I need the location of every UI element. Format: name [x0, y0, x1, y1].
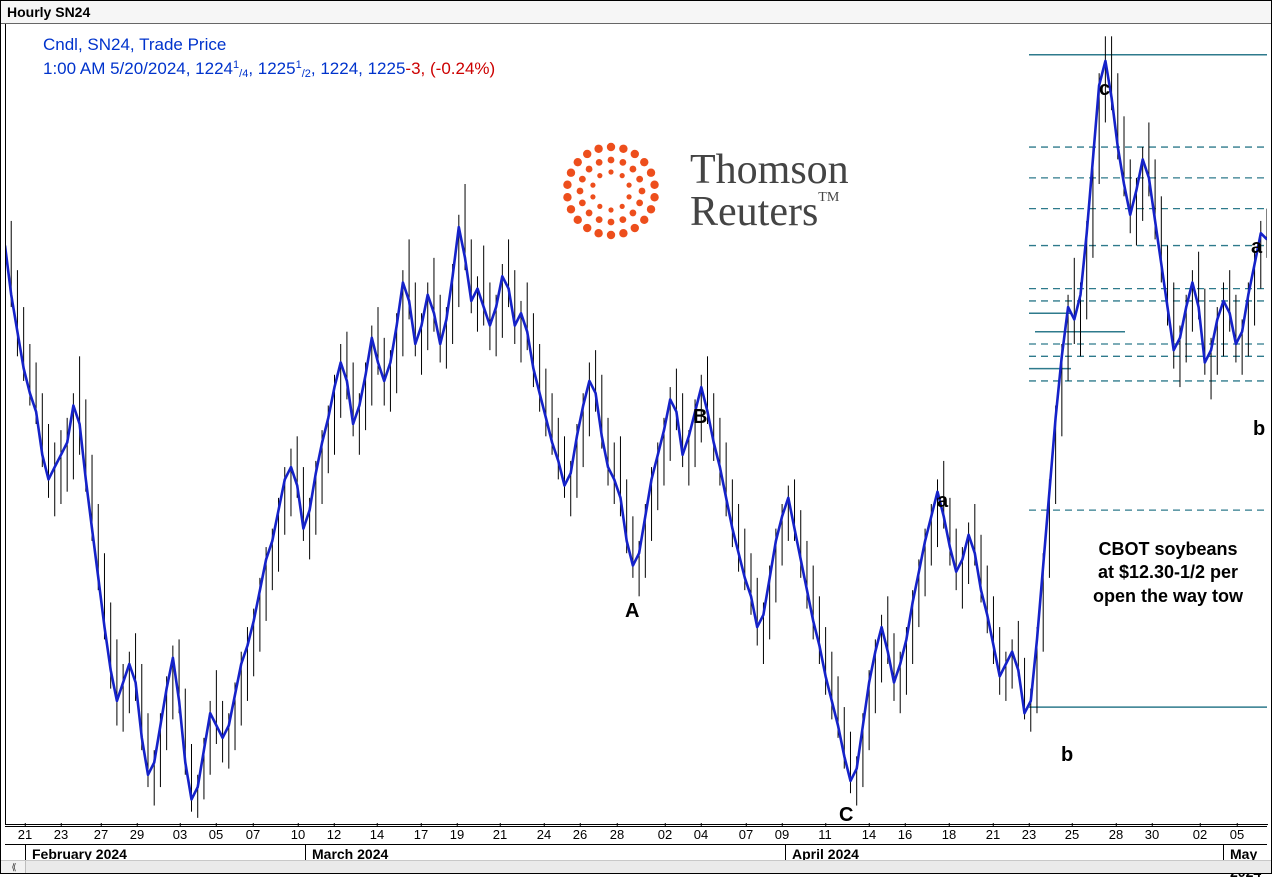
x-tick: 12: [327, 827, 341, 845]
scroll-back-button[interactable]: ⟪: [1, 861, 26, 873]
x-tick: 14: [370, 827, 384, 845]
x-tick: 29: [130, 827, 144, 845]
x-tick: 19: [450, 827, 464, 845]
x-tick: 17: [414, 827, 428, 845]
x-tick: 27: [94, 827, 108, 845]
window-title-bar[interactable]: Hourly SN24: [1, 1, 1271, 24]
x-tick: 25: [1065, 827, 1079, 845]
chart-header-line1: Cndl, SN24, Trade Price: [43, 35, 226, 55]
x-tick: 04: [694, 827, 708, 845]
x-tick: 26: [573, 827, 587, 845]
wave-label-A: A: [625, 600, 639, 623]
x-tick: 30: [1145, 827, 1159, 845]
x-tick: 23: [1022, 827, 1036, 845]
x-tick: 02: [658, 827, 672, 845]
x-tick: 05: [209, 827, 223, 845]
x-tick: 05: [1230, 827, 1244, 845]
x-tick: 18: [942, 827, 956, 845]
wave-label-b: b: [1061, 744, 1073, 767]
x-tick: 21: [986, 827, 1000, 845]
x-tick: 14: [862, 827, 876, 845]
logo-text: Thomson ReutersTM: [690, 149, 849, 233]
x-tick: 03: [173, 827, 187, 845]
chart-header-line2: 1:00 AM 5/20/2024, 12241/4, 12251/2, 122…: [43, 59, 495, 79]
x-tick: 24: [537, 827, 551, 845]
chart-annotation-text: CBOT soybeans at $12.30-1/2 per open the…: [1093, 538, 1243, 608]
x-tick: 02: [1193, 827, 1207, 845]
x-tick: 21: [493, 827, 507, 845]
wave-label-B: B: [693, 406, 707, 429]
logo-dots-icon: [556, 136, 666, 246]
x-tick: 10: [291, 827, 305, 845]
wave-label-b: b: [1253, 418, 1265, 441]
wave-label-a: a: [937, 490, 948, 513]
x-tick: 28: [610, 827, 624, 845]
wave-label-c: c: [1099, 78, 1110, 101]
x-tick: 07: [246, 827, 260, 845]
x-axis-day-ticks: 21 23 27 29 03 05 07 10 12 14 17 19 21 24 26 28 02 04 07 09…: [5, 826, 1267, 845]
x-tick: 21: [18, 827, 32, 845]
wave-label-C: C: [839, 804, 853, 827]
x-tick: 11: [818, 827, 832, 845]
x-tick: 07: [739, 827, 753, 845]
x-tick: 09: [775, 827, 789, 845]
wave-label-a: a: [1251, 236, 1262, 259]
x-tick: 23: [54, 827, 68, 845]
chart-window: Hourly SN24 Cndl, SN24, Trade Price 1:00…: [0, 0, 1272, 874]
horizontal-scrollbar[interactable]: ⟪: [1, 860, 1271, 873]
x-tick: 28: [1109, 827, 1123, 845]
thomson-reuters-logo: Thomson ReutersTM: [556, 136, 849, 246]
window-title: Hourly SN24: [7, 4, 90, 20]
x-tick: 16: [898, 827, 912, 845]
